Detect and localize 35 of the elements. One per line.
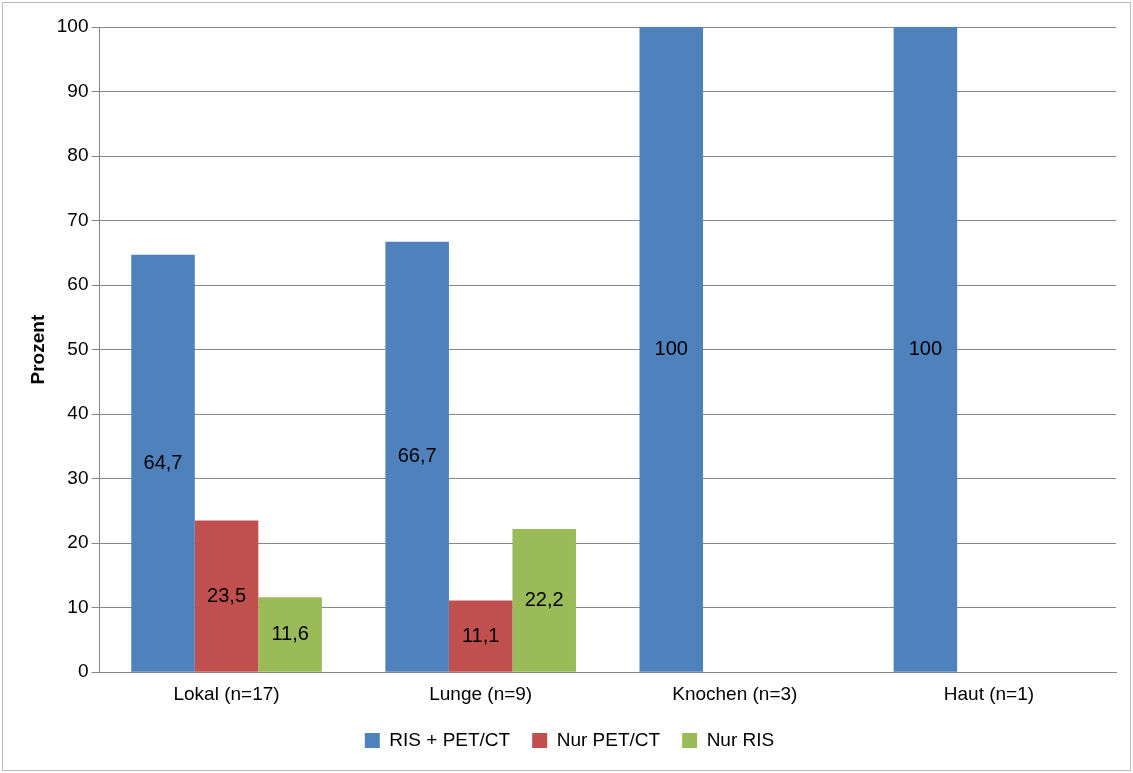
legend-label: Nur RIS <box>706 728 775 750</box>
y-tick-label: 70 <box>67 208 89 230</box>
y-tick-label: 80 <box>67 144 89 166</box>
x-tick-label: Haut (n=1) <box>943 682 1035 704</box>
bar <box>893 27 958 672</box>
bar <box>385 241 449 672</box>
legend-label: Nur PET/CT <box>556 728 661 750</box>
bar <box>131 254 195 672</box>
y-tick-label: 30 <box>67 466 89 488</box>
y-tick-label: 60 <box>67 273 89 295</box>
x-tick-label: Knochen (n=3) <box>672 682 798 704</box>
data-label: 100 <box>654 336 688 359</box>
data-label: 64,7 <box>143 450 183 473</box>
data-label: 22,2 <box>524 587 564 610</box>
y-tick-label: 50 <box>67 337 89 359</box>
bar <box>258 597 322 672</box>
data-label: 11,1 <box>461 623 500 646</box>
data-label: 11,6 <box>271 622 309 645</box>
bar <box>194 520 259 672</box>
bar <box>639 27 704 672</box>
y-tick-label: 10 <box>67 595 89 617</box>
data-label: 66,7 <box>397 444 437 467</box>
legend-label: RIS + PET/CT <box>389 728 511 750</box>
bar <box>448 600 513 672</box>
bar <box>512 528 576 672</box>
x-tick-label: Lokal (n=17) <box>173 682 280 704</box>
x-tick-label: Lunge (n=9) <box>429 682 533 704</box>
y-tick-label: 40 <box>67 402 89 424</box>
y-axis-title: Prozent <box>26 314 48 385</box>
data-label: 23,5 <box>207 583 247 606</box>
y-tick-label: 90 <box>67 79 89 101</box>
y-tick-label: 0 <box>77 660 89 682</box>
data-label: 100 <box>908 336 943 359</box>
y-tick-label: 20 <box>67 531 89 553</box>
y-tick-label: 100 <box>56 15 89 37</box>
